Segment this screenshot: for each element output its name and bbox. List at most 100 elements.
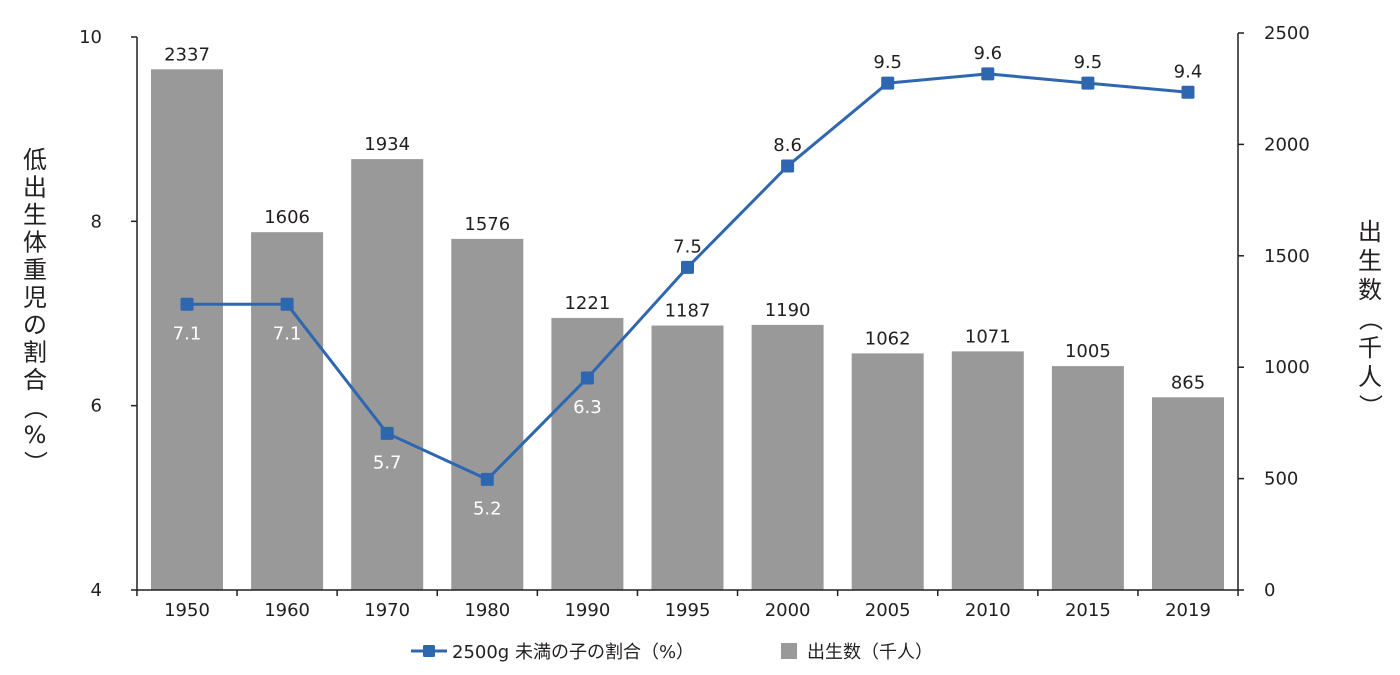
line-point — [1081, 76, 1095, 90]
line-point — [280, 297, 294, 311]
line-value-label: 9.5 — [873, 52, 902, 73]
bar — [151, 69, 223, 590]
left-axis-ticks: 4 6 8 10 — [79, 27, 137, 601]
x-tick-label: 1980 — [464, 600, 510, 621]
line-point — [180, 297, 194, 311]
axis-title-char: % — [24, 421, 47, 449]
x-tick-label: 1960 — [264, 600, 310, 621]
bar — [551, 317, 624, 590]
line-series — [180, 67, 1195, 486]
x-tick-label: 1970 — [364, 600, 410, 621]
axis-title-char: 生 — [1358, 247, 1382, 275]
line-value-label: 7.1 — [173, 323, 202, 344]
right-tick-label: 0 — [1264, 580, 1275, 601]
axis-title-char: 生 — [23, 201, 47, 229]
right-tick-label: 1500 — [1264, 246, 1310, 267]
line-point — [1181, 85, 1195, 99]
x-tick-label: 2005 — [865, 600, 911, 621]
bar — [951, 351, 1024, 590]
bar — [651, 325, 724, 590]
right-tick-label: 2500 — [1264, 23, 1310, 44]
bar — [751, 324, 824, 590]
axis-title-char: 児 — [23, 284, 47, 312]
bar-value-label: 2337 — [164, 44, 210, 65]
bar-value-label: 1005 — [1065, 341, 1111, 362]
line-point — [881, 76, 895, 90]
axis-title-char: ） — [1356, 394, 1384, 418]
legend-line-marker — [423, 645, 435, 657]
x-tick-label: 1995 — [665, 600, 711, 621]
line-value-label: 7.5 — [673, 236, 702, 257]
left-tick-label: 10 — [79, 27, 102, 48]
line-point — [580, 371, 594, 385]
axis-title-char: 重 — [23, 256, 47, 284]
axis-title-char: 千 — [1358, 334, 1382, 362]
bar-value-labels: 2337 1606 1934 1576 1221 1187 1190 1062 1071 1005… — [164, 44, 1205, 393]
line-value-label: 8.6 — [773, 135, 802, 156]
bar-value-label: 865 — [1171, 372, 1205, 393]
left-tick-label: 4 — [91, 580, 102, 601]
bar — [1152, 397, 1224, 590]
axis-title-char: 割 — [23, 339, 47, 367]
right-tick-label: 2000 — [1264, 134, 1310, 155]
line-value-label: 6.3 — [573, 397, 602, 418]
axis-title-char: 出 — [23, 174, 47, 202]
bar-value-label: 1187 — [665, 301, 711, 322]
right-axis-ticks: 0 500 1000 1500 2000 2500 — [1238, 23, 1310, 601]
bar — [251, 232, 324, 590]
bar-value-label: 1221 — [564, 293, 610, 314]
right-axis-title: 出生数 （ 千人 ） — [1356, 218, 1384, 418]
x-tick-label: 2010 — [965, 600, 1011, 621]
x-tick-label: 2000 — [765, 600, 811, 621]
axis-title-char: 数 — [1358, 276, 1382, 304]
axis-title-char: ） — [21, 451, 49, 475]
axis-title-char: （ — [21, 396, 49, 420]
line-value-label: 7.1 — [273, 323, 302, 344]
left-tick-label: 6 — [91, 396, 102, 417]
x-tick-label: 1990 — [564, 600, 610, 621]
bar-value-label: 1606 — [264, 207, 310, 228]
bar-value-label: 1071 — [965, 326, 1011, 347]
line-point — [981, 67, 995, 81]
legend-bar-swatch — [781, 643, 797, 659]
bar — [1051, 366, 1124, 590]
line-value-label: 5.7 — [373, 452, 402, 473]
bar — [351, 159, 424, 590]
right-tick-label: 500 — [1264, 469, 1298, 490]
line-value-label: 5.2 — [473, 498, 502, 519]
legend-bar-label: 出生数（千人） — [807, 642, 933, 663]
bar-value-label: 1062 — [865, 328, 911, 349]
line-value-labels: 7.1 7.1 5.7 5.2 6.3 7.5 8.6 9.5 9.6 9.5 9.4 — [173, 43, 1203, 520]
axis-title-char: （ — [1356, 307, 1384, 331]
axis-title-char: 合 — [23, 366, 47, 394]
axis-title-char: 人 — [1358, 363, 1382, 391]
axis-title-char: 低 — [23, 146, 47, 174]
bar-value-label: 1190 — [765, 300, 811, 321]
axis-title-char: の — [23, 311, 47, 339]
line-point — [480, 472, 494, 486]
x-tick-label: 2015 — [1065, 600, 1111, 621]
line-value-label: 9.5 — [1074, 52, 1103, 73]
legend-line-label: 2500g 未満の子の割合（%） — [452, 642, 694, 663]
bar-series — [151, 69, 1224, 591]
axis-title-char: 出 — [1358, 218, 1382, 246]
legend: 2500g 未満の子の割合（%） 出生数（千人） — [411, 642, 933, 663]
bar — [851, 353, 924, 590]
left-tick-label: 8 — [91, 211, 102, 232]
bar — [451, 238, 524, 591]
x-tick-label: 1950 — [164, 600, 210, 621]
x-tick-label: 2019 — [1165, 600, 1211, 621]
line-point — [380, 426, 394, 440]
line-value-label: 9.6 — [973, 43, 1002, 64]
bar-value-label: 1576 — [464, 214, 510, 235]
right-tick-label: 1000 — [1264, 357, 1310, 378]
bar-value-label: 1934 — [364, 134, 410, 155]
line-point — [681, 260, 694, 274]
line-value-label: 9.4 — [1174, 61, 1203, 82]
x-axis-ticks: 1950 1960 1970 1980 1990 1995 2000 2005 2010 2015… — [136, 590, 1239, 621]
line-point — [781, 159, 795, 173]
axis-title-char: 体 — [23, 229, 47, 257]
